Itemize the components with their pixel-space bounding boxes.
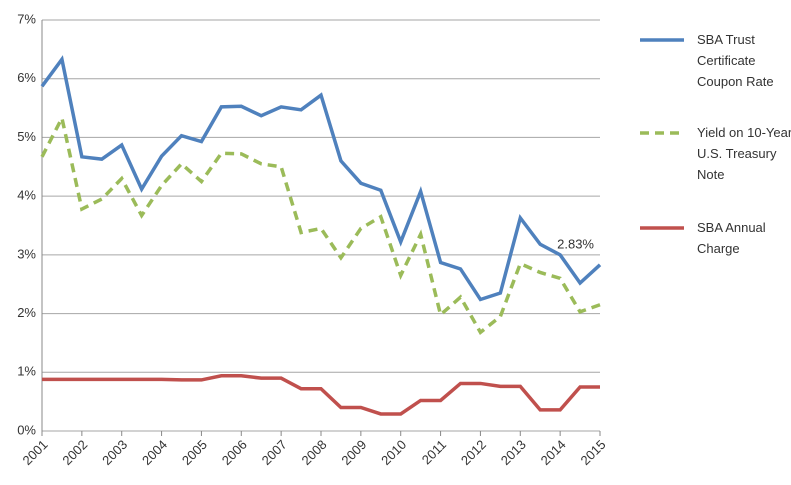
x-tick-label: 2011 bbox=[419, 437, 449, 467]
y-tick-label: 0% bbox=[17, 422, 36, 437]
y-tick-label: 5% bbox=[17, 129, 36, 144]
y-tick-label: 3% bbox=[17, 246, 36, 261]
x-tick-label: 2007 bbox=[259, 437, 290, 468]
y-tick-label: 4% bbox=[17, 188, 36, 203]
x-tick-label: 2004 bbox=[139, 437, 170, 468]
x-tick-label: 2002 bbox=[59, 437, 90, 468]
legend-label: Yield on 10-Year U.S. Treasury Note bbox=[697, 125, 791, 182]
x-tick-label: 2009 bbox=[338, 437, 369, 468]
legend-label: SBA Trust Certificate Coupon Rate bbox=[697, 32, 774, 89]
x-tick-label: 2015 bbox=[577, 437, 608, 468]
x-tick-label: 2008 bbox=[298, 437, 329, 468]
series-line bbox=[40, 55, 602, 302]
x-tick-label: 2003 bbox=[99, 437, 130, 468]
series-line bbox=[42, 374, 600, 416]
x-tick-label: 2001 bbox=[19, 437, 50, 468]
y-tick-label: 1% bbox=[17, 364, 36, 379]
y-tick-label: 6% bbox=[17, 70, 36, 85]
y-tick-label: 2% bbox=[17, 305, 36, 320]
x-tick-label: 2006 bbox=[219, 437, 250, 468]
x-tick-label: 2014 bbox=[538, 437, 569, 468]
x-tick-label: 2013 bbox=[498, 437, 529, 468]
legend-label: SBA Annual Charge bbox=[697, 220, 766, 256]
y-tick-label: 7% bbox=[17, 11, 36, 26]
series-line bbox=[40, 112, 601, 336]
data-label: 2.83% bbox=[557, 236, 594, 251]
x-tick-label: 2005 bbox=[179, 437, 210, 468]
x-tick-label: 2012 bbox=[458, 437, 489, 468]
x-tick-label: 2010 bbox=[378, 437, 409, 468]
